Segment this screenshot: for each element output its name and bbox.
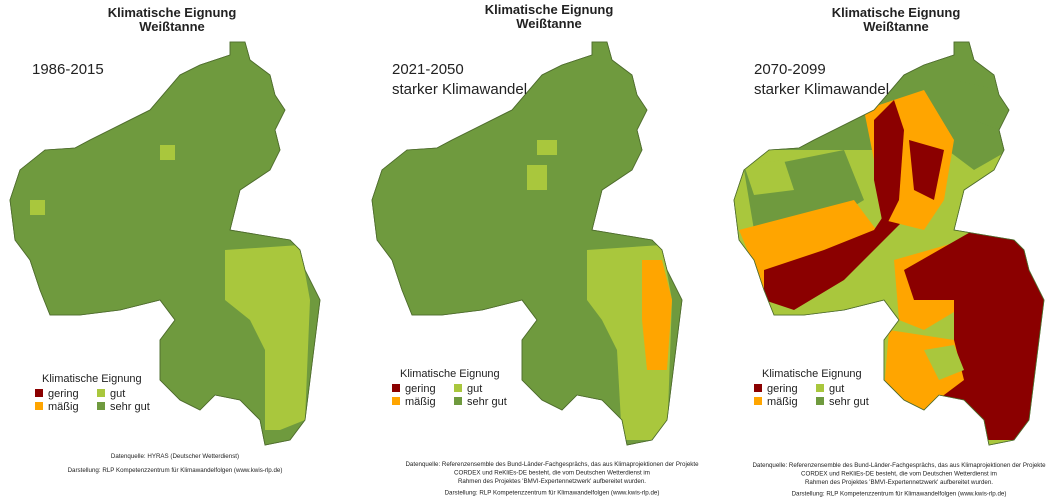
map-title: Klimatische Eignung bbox=[108, 5, 237, 20]
legend-swatch bbox=[754, 384, 762, 392]
source-note: Rahmen des Projektes 'BMVI-Expertennetzw… bbox=[458, 478, 646, 485]
region-patches bbox=[734, 60, 1044, 445]
legend-swatch bbox=[392, 384, 400, 392]
legend-swatch bbox=[97, 389, 105, 397]
legend-swatch bbox=[35, 389, 43, 397]
legend-label: gut bbox=[829, 383, 844, 395]
suitability-area bbox=[909, 140, 944, 200]
map-title: Klimatische Eignung bbox=[832, 5, 961, 20]
legend-label: mäßig bbox=[48, 401, 79, 413]
legend-label: gut bbox=[467, 383, 482, 395]
map-title: Weißtanne bbox=[516, 16, 582, 31]
legend-label: sehr gut bbox=[110, 401, 150, 413]
source-note: Datenquelle: Referenzensemble des Bund-L… bbox=[405, 461, 699, 468]
source-note: Rahmen des Projektes 'BMVI-Expertennetzw… bbox=[805, 479, 993, 486]
period-label: starker Klimawandel bbox=[392, 81, 527, 98]
source-note: Darstellung: RLP Kompetenzzentrum für Kl… bbox=[445, 490, 660, 497]
map-title: Weißtanne bbox=[139, 19, 205, 34]
legend-swatch bbox=[816, 384, 824, 392]
period-label: 2070-2099 bbox=[754, 61, 826, 78]
source-note: Darstellung: RLP Kompetenzzentrum für Kl… bbox=[68, 467, 283, 474]
suitability-area bbox=[537, 140, 557, 155]
legend-swatch bbox=[97, 402, 105, 410]
legend-label: mäßig bbox=[767, 396, 798, 408]
suitability-area bbox=[954, 80, 999, 130]
legend-swatch bbox=[454, 397, 462, 405]
legend-label: sehr gut bbox=[467, 396, 507, 408]
source-note: Datenquelle: HYRAS (Deutscher Wetterdien… bbox=[111, 453, 239, 460]
suitability-area bbox=[527, 165, 547, 190]
legend-title: Klimatische Eignung bbox=[762, 368, 862, 380]
source-note: CORDEX und ReKliEs-DE besteht, die vom D… bbox=[801, 471, 997, 478]
suitability-area bbox=[160, 145, 175, 160]
period-label: starker Klimawandel bbox=[754, 81, 889, 98]
period-label: 1986-2015 bbox=[32, 61, 104, 78]
legend-label: gering bbox=[767, 383, 798, 395]
source-note: Darstellung: RLP Kompetenzzentrum für Kl… bbox=[792, 491, 1007, 498]
source-note: CORDEX und ReKliEs-DE besteht, die vom D… bbox=[454, 470, 650, 477]
suitability-area bbox=[642, 260, 672, 370]
legend-label: sehr gut bbox=[829, 396, 869, 408]
suitability-area bbox=[764, 200, 904, 310]
legend-label: gut bbox=[110, 388, 125, 400]
source-note: Datenquelle: Referenzensemble des Bund-L… bbox=[752, 462, 1046, 469]
suitability-area bbox=[874, 100, 904, 230]
suitability-area bbox=[30, 200, 45, 215]
legend-label: gering bbox=[405, 383, 436, 395]
legend-swatch bbox=[754, 397, 762, 405]
legend-swatch bbox=[816, 397, 824, 405]
period-label: 2021-2050 bbox=[392, 61, 464, 78]
suitability-area bbox=[924, 345, 964, 380]
legend-title: Klimatische Eignung bbox=[400, 368, 500, 380]
map-title: Klimatische Eignung bbox=[485, 2, 614, 17]
suitability-area bbox=[744, 160, 794, 195]
map-panel: Klimatische EignungWeißtanne2070-2099sta… bbox=[733, 5, 1046, 498]
legend-swatch bbox=[392, 397, 400, 405]
legend-title: Klimatische Eignung bbox=[42, 373, 142, 385]
legend-swatch bbox=[35, 402, 43, 410]
suitability-area bbox=[225, 245, 310, 430]
legend-label: gering bbox=[48, 388, 79, 400]
map-panel: Klimatische EignungWeißtanne2021-2050sta… bbox=[371, 2, 699, 497]
region-patches bbox=[527, 140, 672, 440]
legend-label: mäßig bbox=[405, 396, 436, 408]
map-panel: Klimatische EignungWeißtanne1986-2015Kli… bbox=[9, 5, 321, 474]
region-patches bbox=[30, 145, 310, 430]
legend-swatch bbox=[454, 384, 462, 392]
map-title: Weißtanne bbox=[863, 19, 929, 34]
